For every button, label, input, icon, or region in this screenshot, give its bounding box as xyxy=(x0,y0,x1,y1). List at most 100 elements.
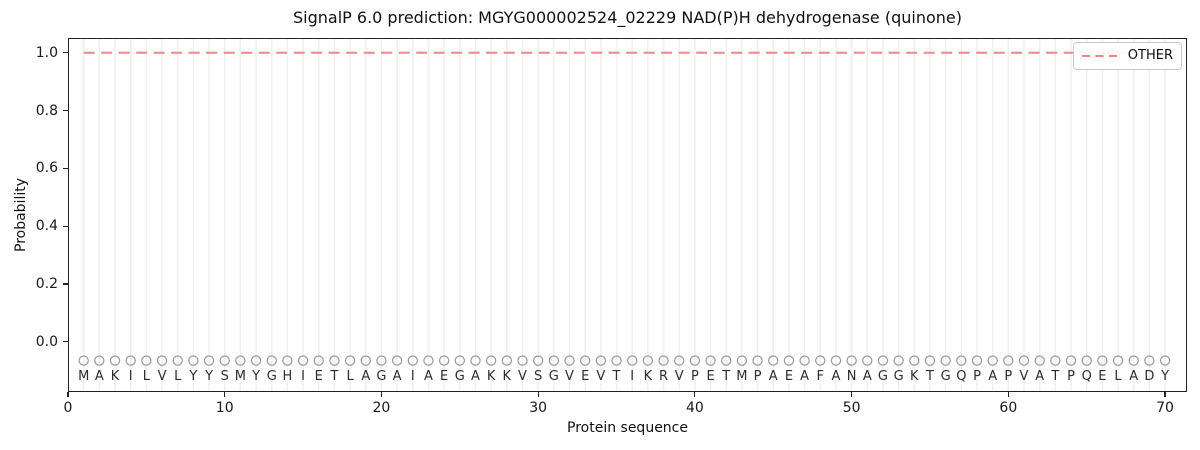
chart-title: SignalP 6.0 prediction: MGYG000002524_02… xyxy=(293,8,962,27)
residue-marker xyxy=(1144,355,1155,366)
residue-marker xyxy=(156,355,168,366)
residue-marker xyxy=(595,355,607,366)
residue-letter: F xyxy=(817,369,824,384)
residue-letter: V xyxy=(518,369,527,384)
residue-marker xyxy=(376,355,387,366)
residue-marker xyxy=(752,355,763,366)
residue-letter: A xyxy=(95,369,104,384)
residue-marker xyxy=(172,355,183,366)
residue-marker xyxy=(1159,355,1171,366)
residue-letter: G xyxy=(894,369,904,384)
residue-marker xyxy=(799,355,810,366)
residue-letter: P xyxy=(754,369,762,384)
residue-letter: G xyxy=(941,369,951,384)
residue-marker xyxy=(407,355,418,366)
residue-marker xyxy=(956,355,967,366)
residue-marker xyxy=(1018,355,1030,366)
residue-marker xyxy=(423,355,434,366)
residue-letter: E xyxy=(785,369,793,384)
residue-letter: E xyxy=(706,369,714,384)
residue-letter: V xyxy=(596,369,605,384)
residue-marker xyxy=(329,355,340,366)
y-tick-label: 0.2 xyxy=(35,276,58,292)
x-tick-label: 0 xyxy=(63,400,73,416)
residue-marker xyxy=(548,355,560,366)
residue-marker xyxy=(360,355,371,366)
residue-letter: K xyxy=(644,369,653,384)
residue-marker xyxy=(783,355,795,366)
residue-letter: S xyxy=(221,369,229,384)
residue-marker xyxy=(987,355,998,366)
residue-letter: M xyxy=(235,369,246,384)
residue-letter: V xyxy=(1020,369,1029,384)
residue-marker xyxy=(689,355,701,366)
residue-letter: M xyxy=(736,369,747,384)
residue-letter: G xyxy=(878,369,888,384)
x-tick-label: 20 xyxy=(372,400,391,416)
residue-letter: G xyxy=(376,369,386,384)
residue-letter: G xyxy=(549,369,559,384)
residue-letter: V xyxy=(675,369,684,384)
residue-marker xyxy=(627,355,638,366)
x-tick-label: 70 xyxy=(1156,400,1174,416)
y-tick-label: 0.6 xyxy=(35,160,58,177)
residue-marker xyxy=(485,355,497,366)
residue-letter: K xyxy=(487,369,496,384)
residue-marker xyxy=(1034,355,1045,366)
residue-marker xyxy=(674,355,685,366)
residue-letter: T xyxy=(925,369,934,384)
residue-letter: I xyxy=(411,369,415,384)
x-tick-mark xyxy=(67,392,69,397)
x-tick-mark xyxy=(224,392,226,397)
residue-letter: K xyxy=(111,369,120,384)
residue-letter: D xyxy=(1144,369,1154,384)
residue-letter: T xyxy=(612,369,621,384)
residue-letter: Y xyxy=(204,369,213,384)
residue-marker xyxy=(266,355,277,366)
residue-marker xyxy=(94,355,105,366)
residue-marker xyxy=(642,355,654,366)
residue-letter: A xyxy=(769,369,778,384)
residue-marker xyxy=(564,355,575,366)
residue-marker xyxy=(313,355,324,366)
residue-letter: K xyxy=(910,369,919,384)
x-tick-mark xyxy=(1164,392,1166,397)
residue-letter: T xyxy=(329,369,338,384)
residue-marker xyxy=(141,355,152,366)
residue-letter: A xyxy=(1035,369,1044,384)
residue-letter: T xyxy=(721,369,730,384)
x-tick-mark xyxy=(851,392,853,397)
residue-letter: V xyxy=(565,369,574,384)
x-tick-label: 60 xyxy=(999,400,1018,416)
x-tick-mark xyxy=(694,392,696,397)
residue-letter: A xyxy=(831,369,840,384)
residue-marker xyxy=(438,355,450,366)
residue-letter: G xyxy=(267,369,277,384)
residue-letter: R xyxy=(659,369,668,384)
x-tick-mark xyxy=(1007,392,1009,397)
residue-letter: A xyxy=(863,369,872,384)
residue-marker xyxy=(971,355,983,366)
residue-marker xyxy=(391,355,403,366)
residue-letter: L xyxy=(346,369,354,384)
residue-letter: H xyxy=(283,369,293,384)
residue-marker xyxy=(658,355,669,366)
residue-marker xyxy=(924,355,936,366)
residue-letter: P xyxy=(1004,369,1012,384)
residue-letter: E xyxy=(581,369,589,384)
y-axis-label: Probability xyxy=(13,177,29,253)
residue-letter: M xyxy=(78,369,89,384)
residue-marker xyxy=(1050,355,1061,366)
legend: OTHER xyxy=(1072,42,1182,70)
residue-letter: A xyxy=(988,369,997,384)
residue-marker xyxy=(517,355,528,366)
residue-marker xyxy=(125,355,136,366)
x-tick-label: 30 xyxy=(529,400,548,416)
residue-letter: L xyxy=(174,369,182,384)
residue-marker xyxy=(1065,355,1077,366)
residue-marker xyxy=(846,355,857,366)
x-tick-mark xyxy=(380,392,383,397)
residue-marker xyxy=(611,355,622,366)
